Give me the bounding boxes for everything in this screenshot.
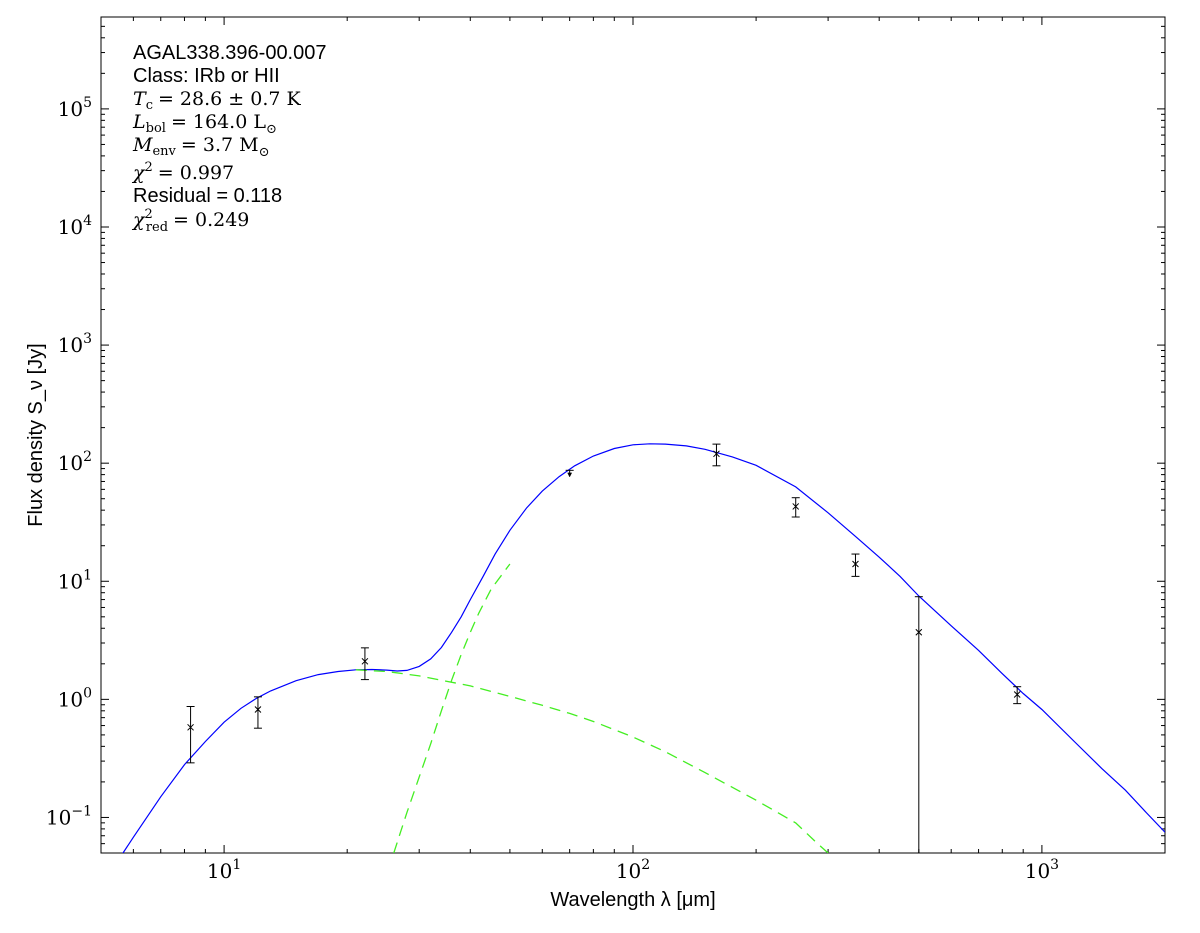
y-tick-label: 100: [58, 685, 92, 711]
chi2-line: χ2 = 0.997: [131, 160, 234, 184]
x-axis-title: Wavelength λ [μm]: [550, 889, 715, 911]
y-tick-label: 105: [58, 95, 92, 121]
fit-curves: [122, 443, 1165, 853]
data-point-marker: [792, 503, 800, 510]
y-tick-label: 103: [58, 331, 92, 357]
data-point-marker: [361, 657, 369, 665]
upper-limit-arrow: [567, 472, 573, 478]
y-tick-label: 104: [58, 213, 92, 239]
y-tick-label: 102: [58, 449, 92, 475]
tc-line: Tc = 28.6 ± 0.7 K: [133, 88, 301, 113]
y-axis-title: Flux density S_ν [Jy]: [25, 343, 47, 526]
class-line: Class: IRb or HII: [133, 65, 280, 87]
data-point-marker: [713, 450, 720, 458]
y-tick-labels: 10−1 100 101 102 103 104 105: [46, 95, 92, 830]
warm-component-line: [355, 669, 829, 853]
residual-line: Residual = 0.118: [133, 185, 282, 207]
plot-area: [100, 16, 1166, 854]
menv-line: Menv = 3.7 M⊙: [132, 134, 269, 160]
x-tick-label: 101: [207, 857, 241, 883]
chi2-red-line: χ2 red = 0.249: [131, 207, 249, 235]
x-tick-label: 102: [616, 857, 650, 883]
lbol-line: Lbol = 164.0 L⊙: [132, 111, 277, 137]
y-tick-label: 10−1: [46, 803, 92, 829]
data-points: [186, 443, 1022, 853]
cold-component-line: [393, 563, 511, 853]
total-fit-line: [122, 443, 1165, 853]
source-name: AGAL338.396-00.007: [133, 42, 327, 64]
axis-ticks: [100, 16, 1166, 854]
fit-annotation: AGAL338.396-00.007 Class: IRb or HII Tc =…: [131, 42, 327, 235]
y-tick-label: 101: [58, 567, 92, 593]
data-point-marker: [915, 628, 923, 636]
data-point-marker: [187, 723, 194, 731]
data-point-marker: [852, 560, 859, 568]
data-point-marker: [1013, 691, 1021, 698]
x-tick-label: 103: [1025, 857, 1059, 883]
x-tick-labels: 101 102 103: [207, 857, 1059, 883]
data-point-marker: [254, 706, 262, 713]
